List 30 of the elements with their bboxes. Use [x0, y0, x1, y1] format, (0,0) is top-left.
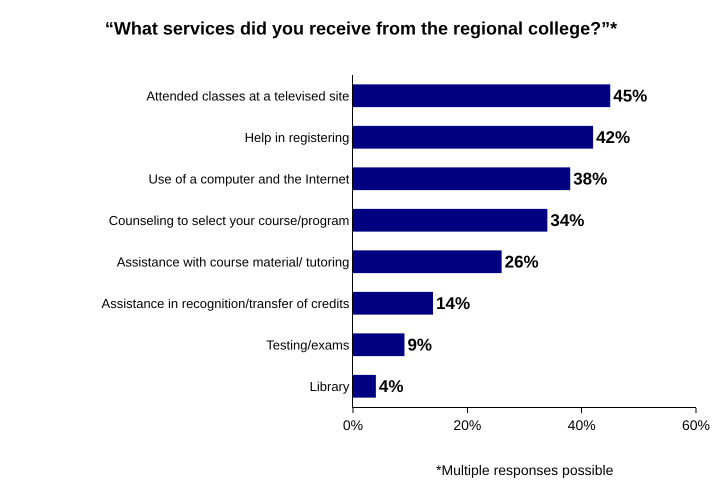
y-tick-label: Assistance in recognition/transfer of credits [102, 296, 350, 311]
y-tick-label: Library [310, 378, 350, 394]
data-label: 26% [504, 252, 539, 272]
data-label: 4% [378, 376, 404, 396]
y-tick-label: Testing/exams [266, 337, 350, 352]
data-label: 42% [596, 128, 630, 147]
data-label: 38% [573, 169, 608, 188]
y-tick-label: Assistance with course material/ tutoring [116, 254, 350, 270]
x-tick-label: 40% [568, 416, 596, 433]
y-tick-label: Attended classes at a televised site [146, 88, 350, 104]
bar [353, 84, 610, 108]
data-label: 45% [613, 86, 648, 106]
data-label: 34% [550, 210, 584, 230]
y-tick-label: Help in registering [244, 130, 350, 145]
x-tick-label: 60% [682, 416, 710, 433]
bar [353, 208, 548, 232]
bar [353, 250, 502, 274]
x-tick-label: 20% [453, 416, 482, 433]
bar [353, 167, 570, 190]
bar [353, 292, 434, 315]
y-tick-label: Use of a computer and the Internet [148, 171, 350, 186]
y-tick-label: Counseling to select your course/program [108, 212, 350, 228]
x-tick-label: 0% [342, 416, 364, 433]
data-label: 14% [436, 294, 470, 313]
text: *Multiple responses possible [436, 462, 614, 478]
chart-title: “What services did you receive from the regional college?”* [104, 18, 618, 38]
bar [353, 374, 376, 398]
bar [353, 333, 404, 356]
bar [353, 126, 594, 149]
data-label: 9% [407, 335, 432, 354]
